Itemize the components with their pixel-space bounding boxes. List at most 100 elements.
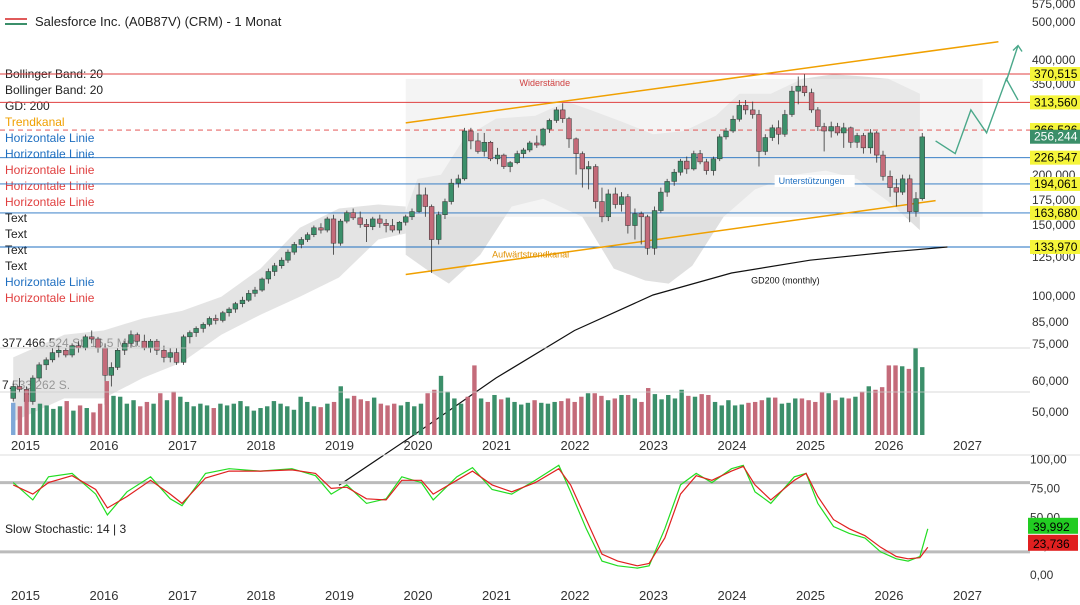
candle-body-74 xyxy=(494,154,501,160)
volume-bar-38 xyxy=(265,406,270,435)
candle-body-72 xyxy=(481,142,487,152)
volume-bar-91 xyxy=(619,394,624,435)
candle-body-64 xyxy=(428,206,435,240)
volume-bar-136 xyxy=(920,367,925,435)
candle-body-13 xyxy=(95,338,101,349)
candle-body-34 xyxy=(232,303,239,310)
volume-bar-19 xyxy=(138,406,143,435)
legend-item-9: Text xyxy=(5,211,28,225)
volume-bar-59 xyxy=(405,401,410,435)
volume-bar-78 xyxy=(532,400,537,435)
volume-bar-17 xyxy=(124,403,130,435)
volume-bar-20 xyxy=(144,401,150,435)
candle-body-16 xyxy=(114,350,121,368)
candle-body-123 xyxy=(815,109,821,127)
candle-body-0 xyxy=(10,386,16,399)
volume-bar-49 xyxy=(338,386,343,435)
volume-bar-81 xyxy=(552,401,557,435)
candle-body-120 xyxy=(795,85,801,92)
volume-bar-135 xyxy=(913,348,918,435)
volume-bar-97 xyxy=(659,399,664,435)
candlestick-swatch-icon xyxy=(5,18,27,25)
volume-bar-25 xyxy=(178,396,183,435)
legend-item-12: Text xyxy=(5,259,28,273)
candle-body-88 xyxy=(585,166,592,170)
candle-body-49 xyxy=(330,218,337,244)
x-axis-label-11: 2026 xyxy=(875,438,904,453)
volume-bar-55 xyxy=(378,403,384,435)
candle-body-45 xyxy=(304,234,311,240)
candle-body-50 xyxy=(337,220,344,244)
volume-bar-29 xyxy=(204,405,210,435)
candle-body-107 xyxy=(710,158,717,171)
candle-body-111 xyxy=(736,105,743,120)
price-tag-6: 163,680 xyxy=(1034,206,1078,220)
stoch-axis-label-1: 75,00 xyxy=(1030,481,1060,495)
volume-bar-9 xyxy=(71,410,76,435)
price-tag-bg-3 xyxy=(1030,129,1080,144)
candle-body-53 xyxy=(357,217,363,225)
candle-body-124 xyxy=(821,126,827,132)
candle-body-135 xyxy=(893,187,900,193)
candle-body-11 xyxy=(82,336,89,349)
candle-body-110 xyxy=(730,118,736,132)
legend-item-7: Horizontale Linie xyxy=(5,179,95,193)
volume-bar-41 xyxy=(285,406,290,435)
volume-bar-134 xyxy=(906,368,912,435)
candle-body-67 xyxy=(448,182,454,202)
candle-body-63 xyxy=(422,194,429,207)
stoch-x-axis-label-10: 2025 xyxy=(796,588,825,603)
volume-bar-27 xyxy=(191,406,196,435)
annotation-resistance: Widerstände xyxy=(520,78,571,88)
candle-body-17 xyxy=(122,343,128,351)
volume-bar-66 xyxy=(452,398,457,435)
volume-bar-103 xyxy=(699,394,704,435)
candle-body-44 xyxy=(298,239,304,245)
candle-body-20 xyxy=(141,340,147,349)
x-axis-label-5: 2020 xyxy=(404,438,433,453)
candle-body-61 xyxy=(409,211,415,218)
candle-body-83 xyxy=(553,109,560,121)
volume-bar-106 xyxy=(719,405,724,435)
indicator-legend: Bollinger Band: 20 Bollinger Band: 20 GD: … xyxy=(5,66,103,306)
volume-bar-3 xyxy=(31,408,36,435)
candle-body-1 xyxy=(16,386,23,390)
volume-bar-123 xyxy=(833,400,838,435)
volume-bar-62 xyxy=(425,393,430,435)
volume-bar-43 xyxy=(298,396,303,435)
volume-bar-116 xyxy=(786,402,791,435)
candle-body-136 xyxy=(899,178,906,193)
volume-bar-12 xyxy=(91,412,96,435)
volume-bar-44 xyxy=(305,401,310,435)
stoch-line-k xyxy=(12,464,929,569)
volume-bar-5 xyxy=(44,405,49,435)
candle-body-112 xyxy=(742,105,749,111)
candle-body-3 xyxy=(30,377,36,402)
chart-title: Salesforce Inc. (A0B87V) (CRM) - 1 Monat xyxy=(5,14,281,29)
candle-body-15 xyxy=(108,367,114,376)
stoch-x-axis-label-5: 2020 xyxy=(404,588,433,603)
volume-bar-32 xyxy=(224,405,230,435)
candle-body-32 xyxy=(220,312,226,321)
candle-body-131 xyxy=(867,132,874,149)
volume-bar-111 xyxy=(752,401,758,435)
volume-bar-72 xyxy=(492,394,497,435)
volume-bar-33 xyxy=(231,403,236,435)
volume-bar-26 xyxy=(184,401,190,435)
volume-bar-75 xyxy=(512,401,517,435)
volume-bar-80 xyxy=(545,403,551,435)
volume-bar-90 xyxy=(612,398,617,435)
price-axis-label-8: 150,000 xyxy=(1032,218,1076,232)
volume-bar-31 xyxy=(218,403,223,435)
candle-body-101 xyxy=(671,171,677,182)
candle-body-129 xyxy=(854,135,860,143)
x-axis-label-3: 2018 xyxy=(247,438,276,453)
volume-bar-7 xyxy=(57,406,63,435)
stoch-x-axis-label-12: 2027 xyxy=(953,588,982,603)
candle-body-76 xyxy=(507,162,513,167)
volume-bar-73 xyxy=(498,399,504,435)
volume-bar-115 xyxy=(779,403,785,435)
candle-body-21 xyxy=(147,340,154,349)
candle-body-40 xyxy=(271,265,278,272)
